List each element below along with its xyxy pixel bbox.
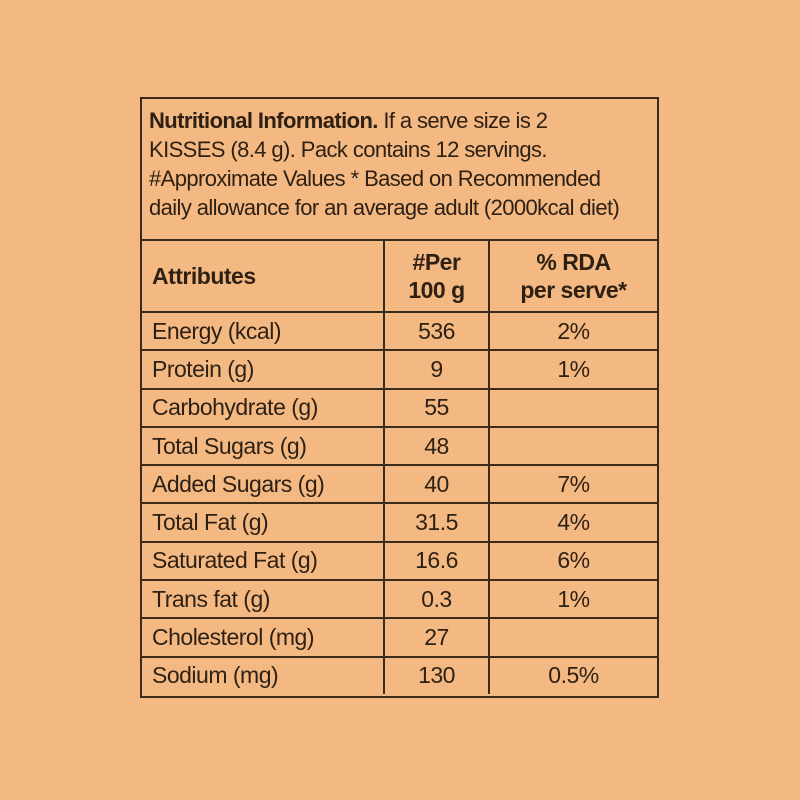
intro-line-2: KISSES (8.4 g). Pack contains 12 serving… — [149, 137, 548, 162]
row-attribute: Total Sugars (g) — [152, 432, 307, 459]
row-rda: 6% — [488, 542, 657, 580]
row-rda — [488, 619, 657, 656]
table-row: Energy (kcal) 536 2% — [142, 311, 657, 350]
table-row: Cholesterol (mg) 27 — [142, 617, 657, 656]
row-attribute: Sodium (mg) — [152, 662, 279, 689]
row-attribute: Trans fat (g) — [152, 585, 270, 612]
row-rda: 1% — [488, 581, 657, 618]
table-row: Added Sugars (g) 40 7% — [142, 464, 657, 503]
header-rda-line2: per serve* — [520, 277, 627, 303]
row-per-100g: 27 — [383, 619, 488, 656]
row-rda: 1% — [488, 351, 657, 388]
row-attribute: Added Sugars (g) — [152, 470, 325, 497]
header-attributes: Attributes — [152, 262, 256, 289]
intro-line-4: daily allowance for an average adult (20… — [149, 195, 620, 220]
row-rda: 2% — [488, 313, 657, 350]
row-attribute: Total Fat (g) — [152, 509, 269, 536]
table-row: Sodium (mg) 130 0.5% — [142, 655, 657, 694]
row-per-100g: 40 — [383, 466, 488, 503]
table-row: Total Sugars (g) 48 — [142, 425, 657, 465]
row-attribute: Cholesterol (mg) — [152, 624, 315, 651]
row-rda: 0.5% — [488, 657, 657, 694]
row-rda — [488, 389, 657, 426]
table-row: Saturated Fat (g) 16.6 6% — [142, 540, 657, 580]
row-attribute: Energy (kcal) — [152, 317, 281, 344]
row-per-100g: 16.6 — [383, 542, 488, 580]
row-per-100g: 31.5 — [383, 504, 488, 541]
row-rda: 7% — [488, 466, 657, 503]
row-per-100g: 536 — [383, 313, 488, 350]
row-attribute: Protein (g) — [152, 355, 254, 382]
row-per-100g: 55 — [383, 389, 488, 426]
row-per-100g: 9 — [383, 351, 488, 388]
table-row: Carbohydrate (g) 55 — [142, 387, 657, 426]
row-per-100g: 130 — [383, 657, 488, 694]
header-rda-per-serve: % RDA per serve* — [488, 241, 657, 311]
row-attribute: Saturated Fat (g) — [152, 547, 318, 574]
nutrition-intro-text: Nutritional Information. If a serve size… — [142, 99, 657, 241]
row-per-100g: 0.3 — [383, 581, 488, 618]
intro-title: Nutritional Information. — [149, 108, 378, 133]
nutrition-panel: Nutritional Information. If a serve size… — [140, 97, 659, 698]
row-rda — [488, 427, 657, 465]
header-per-100g-line1: #Per — [412, 249, 461, 275]
table-row: Trans fat (g) 0.3 1% — [142, 579, 657, 618]
table-row: Total Fat (g) 31.5 4% — [142, 502, 657, 541]
header-per-100g-line2: 100 g — [408, 277, 465, 303]
table-row: Protein (g) 9 1% — [142, 349, 657, 388]
table-header-row: Attributes #Per 100 g % RDA per serve* — [142, 241, 657, 311]
row-per-100g: 48 — [383, 427, 488, 465]
intro-line-1-rest: If a serve size is 2 — [377, 108, 548, 133]
header-per-100g: #Per 100 g — [383, 241, 488, 311]
row-attribute: Carbohydrate (g) — [152, 394, 318, 421]
header-rda-line1: % RDA — [536, 249, 611, 275]
intro-line-1: Nutritional Information. If a serve size… — [149, 106, 652, 135]
intro-line-3: #Approximate Values * Based on Recommend… — [149, 166, 601, 191]
row-rda: 4% — [488, 504, 657, 541]
